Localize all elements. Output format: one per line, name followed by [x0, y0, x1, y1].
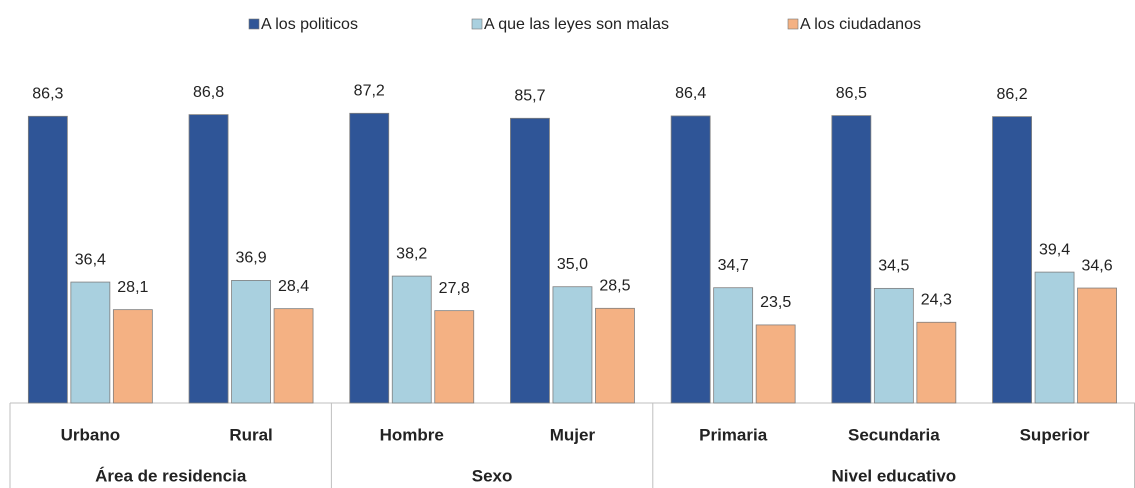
bar [391, 275, 432, 404]
data-label: 35,0 [557, 256, 588, 273]
data-label: 36,4 [75, 251, 106, 268]
bar [873, 287, 914, 404]
category-label: Superior [1020, 425, 1090, 444]
legend-label: A los ciudadanos [800, 16, 921, 33]
legend-swatch [787, 18, 799, 30]
data-label: 34,7 [718, 257, 749, 274]
data-label: 86,2 [996, 86, 1027, 103]
data-label: 38,2 [396, 245, 427, 262]
data-label: 39,4 [1039, 241, 1070, 258]
bar [552, 286, 593, 404]
category-label: Rural [229, 425, 272, 444]
bar [1034, 271, 1075, 404]
data-label: 28,1 [117, 279, 148, 296]
group-label: Nivel educativo [831, 466, 956, 485]
category-label: Primaria [699, 425, 768, 444]
bar [916, 321, 957, 404]
bar [595, 307, 635, 404]
category-label: Secundaria [848, 425, 940, 444]
bar [27, 115, 68, 404]
data-label: 28,4 [278, 278, 309, 295]
data-label: 34,6 [1081, 257, 1112, 274]
bar [188, 114, 229, 404]
data-label: 23,5 [760, 294, 791, 311]
data-label: 28,5 [599, 278, 630, 295]
data-label: 86,4 [675, 85, 706, 102]
bar [112, 309, 153, 404]
category-label: Mujer [550, 425, 596, 444]
bar [1077, 287, 1117, 404]
data-label: 85,7 [514, 88, 545, 105]
group-label: Sexo [472, 466, 513, 485]
bar [713, 287, 754, 404]
data-label: 86,3 [32, 86, 63, 103]
bar [831, 115, 872, 404]
legend-swatch [471, 18, 483, 30]
bar [231, 280, 271, 404]
data-label: 86,8 [193, 84, 224, 101]
bar [670, 115, 711, 404]
group-label: Área de residencia [95, 466, 247, 485]
bar [349, 112, 390, 404]
legend-swatch [248, 18, 260, 30]
bar [510, 117, 550, 404]
bar [434, 310, 475, 404]
data-label: 87,2 [354, 83, 385, 100]
data-label: 24,3 [921, 291, 952, 308]
bar [70, 281, 111, 404]
legend-label: A que las leyes son malas [484, 16, 669, 33]
category-label: Hombre [380, 425, 444, 444]
bar [755, 324, 796, 404]
bar [992, 116, 1032, 404]
data-label: 27,8 [439, 280, 470, 297]
legend-label: A los politicos [261, 16, 358, 33]
data-label: 34,5 [878, 258, 909, 275]
bar [273, 308, 314, 404]
category-label: Urbano [61, 425, 121, 444]
data-label: 36,9 [235, 250, 266, 267]
data-label: 86,5 [836, 85, 867, 102]
